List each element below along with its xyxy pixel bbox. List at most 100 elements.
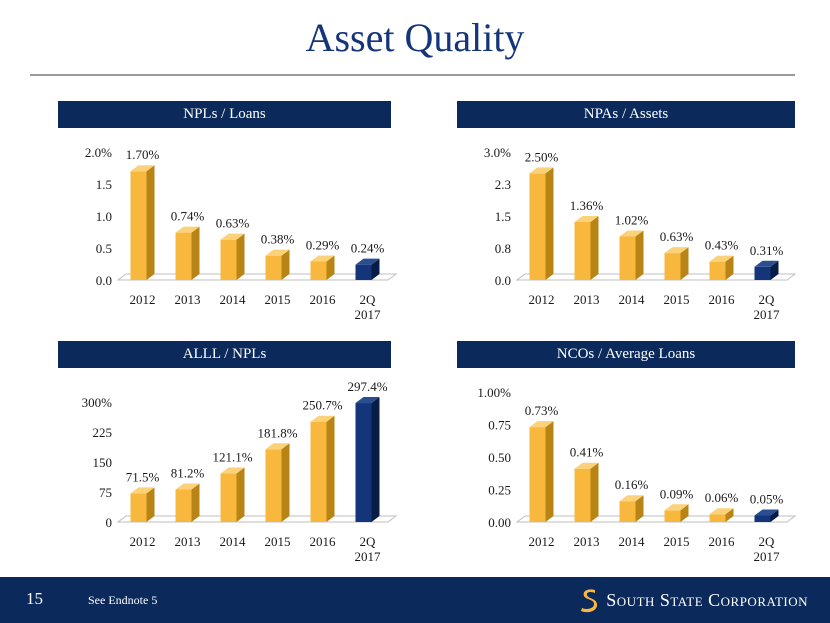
bar-side [146,165,155,280]
y-tick-label: 225 [93,425,113,440]
ncos-avg-loans-chart: 0.00 0.25 0.50 0.75 1.00% 0.73% 2012 0.41% 2013 0… [477,385,797,564]
y-tick-label: 0.00 [488,515,511,530]
bar [220,467,245,522]
data-label: 81.2% [171,466,205,481]
chart-floor [116,515,398,523]
bar-side [281,443,290,522]
bar-top [754,509,779,516]
bar-top [310,415,335,422]
y-tick-label: 2.0% [85,145,112,160]
y-tick-label: 0.0 [495,273,511,288]
endnote-reference: See Endnote 5 [88,593,158,607]
y-tick-label: 1.5 [96,177,112,192]
bar-side [191,483,200,522]
data-label: 121.1% [212,450,252,465]
bar-front [220,473,237,522]
bar [130,165,155,280]
data-label: 0.63% [660,229,694,244]
bar-front [355,403,372,522]
bar-front [664,510,681,522]
x-tick-label: 2017 [355,549,382,564]
bar-top [130,165,155,172]
npa-assets-header: NPAs / Assets [457,101,795,128]
x-tick-label: 2014 [619,292,646,307]
bar-top [574,215,599,222]
y-tick-label: 0.5 [96,241,112,256]
bar-top [265,443,290,450]
bar [664,504,689,522]
npl-loans-chart: 0.0 0.5 1.0 1.5 2.0% 1.70% 2012 0.74% 2013 0.63% 2… [85,145,398,322]
bar [574,215,599,280]
y-tick-label: 3.0% [484,145,511,160]
bar-top [220,467,245,474]
bar [709,508,734,522]
y-tick-label: 75 [99,485,112,500]
bar-top [619,495,644,502]
y-tick-label: 1.00% [477,385,511,400]
x-tick-label: 2017 [355,307,382,322]
bar-top [529,421,554,428]
company-logo-icon [581,589,598,613]
bar [265,443,290,522]
bar [220,233,245,280]
bar-side [281,249,290,280]
bar-top [709,508,734,515]
bar-side [725,255,734,280]
page-title: Asset Quality [305,15,525,60]
y-tick-label: 1.0 [96,209,112,224]
x-tick-label: 2013 [175,292,201,307]
data-label: 1.02% [615,212,649,227]
bar-front [355,264,372,280]
data-label: 0.06% [705,490,739,505]
y-tick-label: 0.50 [488,450,511,465]
data-label: 0.16% [615,477,649,492]
bar-top [310,255,335,262]
bar [574,462,599,522]
data-label: 0.43% [705,238,739,253]
bar-top [265,249,290,256]
x-tick-label: 2015 [664,534,690,549]
data-label: 0.09% [660,486,694,501]
x-tick-label: 2Q [360,292,377,307]
bar-top [664,504,689,511]
data-label: 250.7% [302,398,342,413]
y-tick-label: 1.5 [495,209,511,224]
title-divider [30,74,795,76]
chart-floor [116,273,398,281]
alll-npls-chart: 0 75 150 225 300% 71.5% 2012 81.2% 2013 121.1% 201… [82,379,398,564]
data-label: 2.50% [525,149,559,164]
bar-side [545,421,554,522]
data-label: 71.5% [126,469,160,484]
y-tick-label: 0 [106,515,113,530]
y-tick-label: 0.75 [488,418,511,433]
x-tick-label: 2015 [265,534,291,549]
data-label: 181.8% [257,425,297,440]
bar-side [326,415,335,522]
x-tick-label: 2014 [220,292,247,307]
x-tick-label: 2016 [310,292,337,307]
bar-top [175,226,200,233]
data-label: 297.4% [347,379,387,394]
bar [265,249,290,280]
bar-front [265,255,282,280]
company-name: South State Corporation [606,589,808,610]
bar [529,421,554,522]
x-tick-label: 2014 [220,534,247,549]
bar-top [355,397,380,404]
bar-side [590,462,599,522]
bar [619,230,644,280]
x-tick-label: 2012 [130,534,156,549]
data-label: 1.36% [570,198,604,213]
data-label: 1.70% [126,147,160,162]
bar-front [529,427,546,522]
x-tick-label: 2017 [754,307,781,322]
bar [664,247,689,280]
bar-side [725,508,734,522]
ncos-avg-loans-header: NCOs / Average Loans [457,341,795,368]
x-tick-label: 2Q [759,292,776,307]
x-tick-label: 2014 [619,534,646,549]
bar-side [680,504,689,522]
bar-front [220,239,237,280]
bar [310,255,335,280]
bar [709,255,734,280]
